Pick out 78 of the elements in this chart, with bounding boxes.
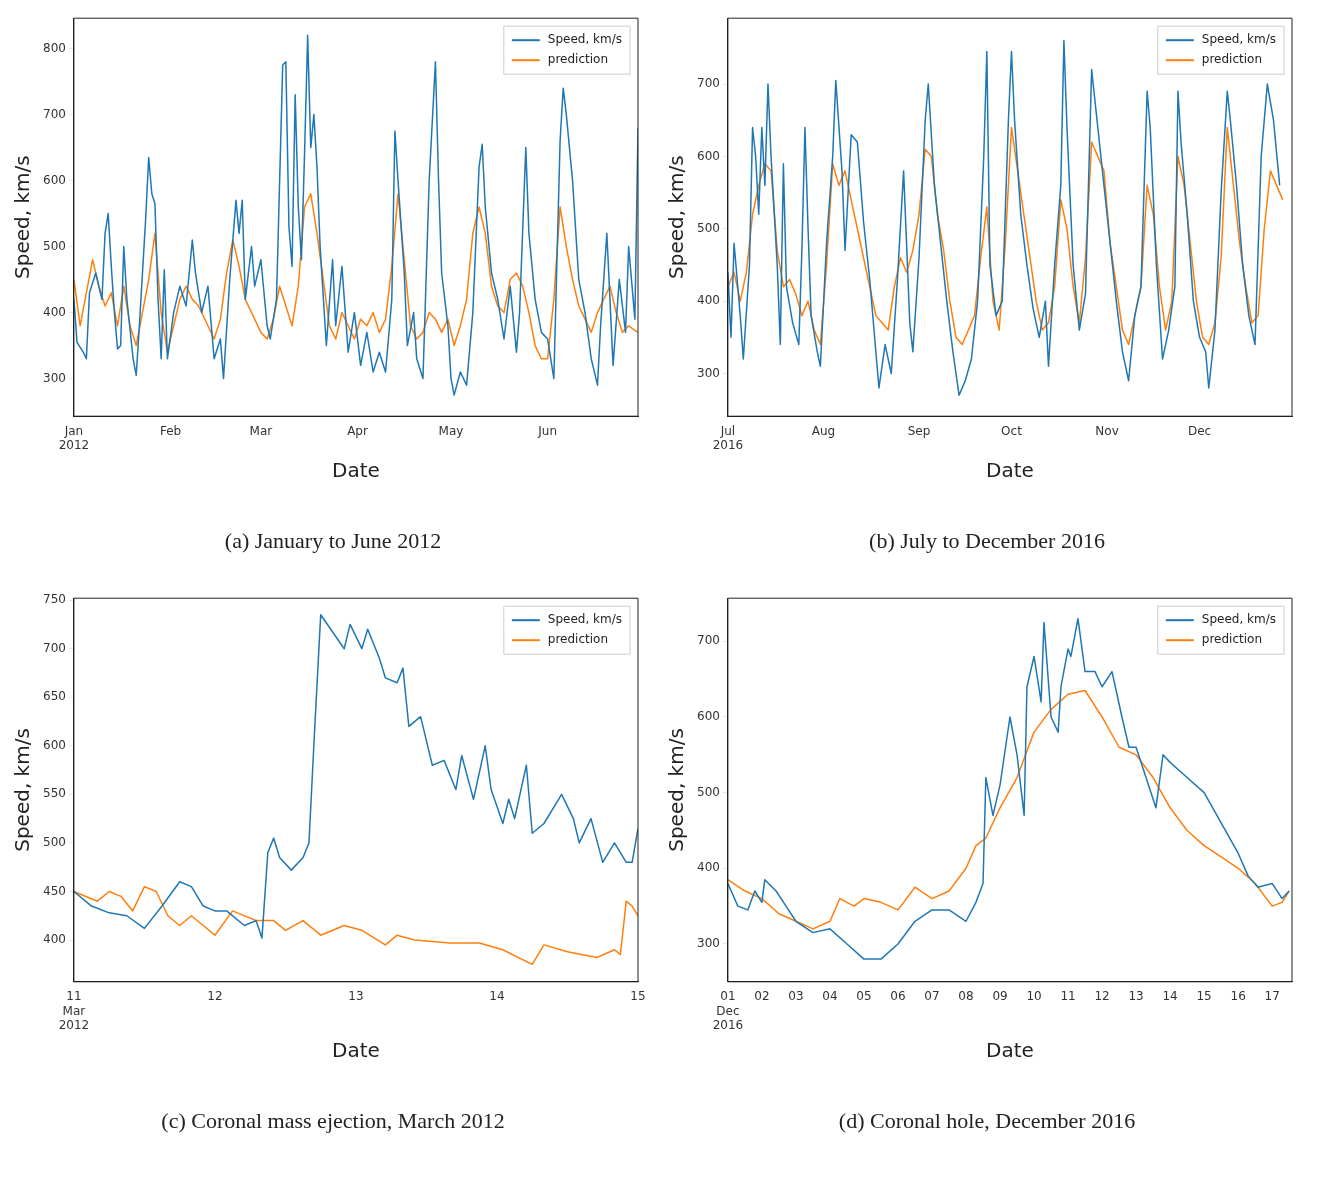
x-axis-title: Date: [986, 458, 1034, 483]
y-tick-label: 600: [697, 709, 720, 724]
y-axis-title: Speed, km/s: [10, 155, 35, 280]
y-tick-label: 300: [697, 936, 720, 951]
legend-label: prediction: [547, 632, 609, 647]
x-tick-label: 17: [1264, 989, 1280, 1004]
x-tick-label: 06: [890, 989, 906, 1004]
text: (b) July to December 2016: [869, 528, 1105, 554]
y-tick-label: 700: [43, 106, 66, 121]
x-tick-label: 13: [348, 989, 364, 1004]
legend-label: Speed, km/s: [547, 32, 623, 47]
y-tick-label: 700: [43, 640, 66, 655]
x-axis-title: Date: [332, 1038, 380, 1063]
legend-label: Speed, km/s: [1201, 32, 1277, 47]
y-tick-label: 700: [697, 633, 720, 648]
x-tick-label: Dec: [1187, 423, 1212, 438]
x-tick-label: 11: [1060, 989, 1076, 1004]
y-tick-label: 700: [697, 76, 720, 91]
x-tick-label: Jul 2016: [712, 423, 744, 452]
y-tick-label: 400: [43, 932, 66, 947]
y-tick-label: 600: [697, 148, 720, 163]
x-tick-label: Feb: [159, 423, 182, 438]
y-tick-label: 800: [43, 40, 66, 55]
text: (a) January to June 2012: [224, 528, 442, 554]
x-tick-label: Oct: [1001, 423, 1023, 438]
y-tick-label: 400: [697, 860, 720, 875]
y-tick-label: 600: [43, 737, 66, 752]
y-tick-label: 750: [43, 592, 66, 607]
x-tick-label: 01 Dec 2016: [712, 989, 744, 1032]
x-tick-label: 11 Mar 2012: [58, 989, 90, 1032]
x-tick-label: 05: [856, 989, 872, 1004]
x-tick-label: 12: [207, 989, 223, 1004]
x-tick-label: Jun: [537, 423, 557, 438]
x-tick-label: 03: [788, 989, 804, 1004]
x-tick-label: 04: [822, 989, 838, 1004]
y-tick-label: 500: [697, 220, 720, 235]
x-tick-label: 08: [958, 989, 974, 1004]
x-tick-label: 15: [630, 989, 646, 1004]
legend-label: prediction: [547, 52, 609, 67]
legend-label: Speed, km/s: [547, 612, 623, 627]
x-axis-title: Date: [986, 1038, 1034, 1063]
y-tick-label: 500: [697, 784, 720, 799]
y-tick-label: 450: [43, 883, 66, 898]
x-tick-label: 16: [1230, 989, 1246, 1004]
y-tick-label: 300: [43, 370, 66, 385]
x-tick-label: Aug: [811, 423, 836, 438]
x-tick-label: 09: [992, 989, 1008, 1004]
x-tick-label: Jan 2012: [58, 423, 90, 452]
text: (c) Coronal mass ejection, March 2012: [161, 1108, 505, 1134]
x-tick-label: May: [438, 423, 464, 438]
x-tick-label: 02: [754, 989, 770, 1004]
text: (d) Coronal hole, December 2016: [838, 1108, 1136, 1134]
legend-label: prediction: [1201, 52, 1263, 67]
x-tick-label: 07: [924, 989, 940, 1004]
y-tick-label: 500: [43, 238, 66, 253]
x-tick-label: Apr: [347, 423, 368, 438]
y-axis-title: Speed, km/s: [664, 728, 689, 852]
y-axis-title: Speed, km/s: [664, 155, 689, 280]
x-tick-label: 14: [1162, 989, 1178, 1004]
x-tick-label: Nov: [1095, 423, 1119, 438]
y-tick-label: 500: [43, 835, 66, 850]
x-tick-label: 15: [1196, 989, 1212, 1004]
y-tick-label: 400: [697, 293, 720, 308]
y-tick-label: 400: [43, 304, 66, 319]
x-tick-label: 10: [1026, 989, 1042, 1004]
legend-label: Speed, km/s: [1201, 612, 1277, 627]
x-tick-label: Sep: [907, 423, 931, 438]
legend-label: prediction: [1201, 632, 1263, 647]
y-tick-label: 650: [43, 689, 66, 704]
y-tick-label: 550: [43, 786, 66, 801]
x-tick-label: Mar: [249, 423, 273, 438]
x-axis-title: Date: [332, 458, 380, 483]
x-tick-label: 14: [489, 989, 505, 1004]
y-tick-label: 300: [697, 365, 720, 380]
x-tick-label: 12: [1094, 989, 1110, 1004]
y-tick-label: 600: [43, 172, 66, 187]
y-axis-title: Speed, km/s: [10, 728, 35, 852]
x-tick-label: 13: [1128, 989, 1144, 1004]
